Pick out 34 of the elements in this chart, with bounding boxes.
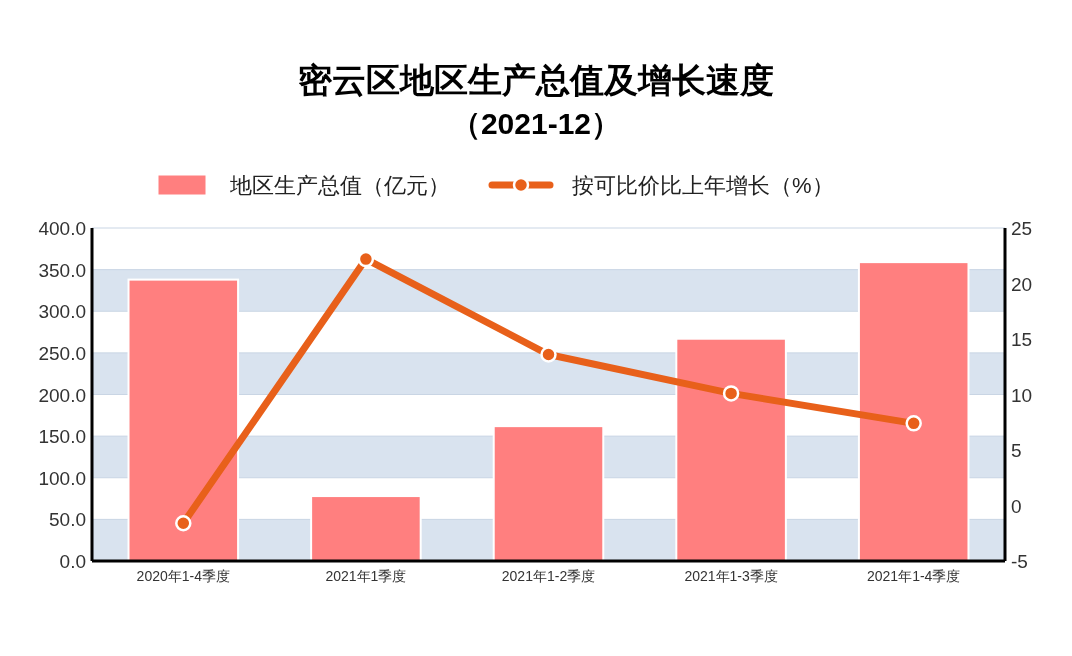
point [540,346,557,363]
bar [857,261,970,562]
x-tick-label: 2021年1-4季度 [867,568,961,584]
y2-tick-label: 0 [1011,495,1022,517]
y-tick-label: 350.0 [38,259,86,281]
y-tick-label: 300.0 [38,301,86,323]
y2-tick-label: 5 [1011,440,1022,461]
y-tick-label: 100.0 [38,467,86,489]
y2-tick-label: 25 [1011,218,1033,239]
y2-tick-label: 15 [1011,329,1033,350]
y-tick-label: 400.0 [38,218,86,239]
x-tick-label: 2021年1-3季度 [684,568,778,584]
legend-label: 按可比价比上年增长（%） [572,173,834,198]
y2-tick-label: -5 [1011,551,1028,572]
bar [675,337,787,562]
y2-tick-label: 10 [1011,384,1033,406]
point [905,415,922,432]
y-tick-label: 50.0 [49,509,86,531]
bar [310,495,422,562]
chart-subtitle: （2021-12） [450,107,622,140]
y-tick-label: 0.0 [59,551,86,572]
chart-title: 密云区地区生产总值及增长速度 [298,61,774,99]
point [722,385,740,402]
x-tick-label: 2021年1季度 [325,568,407,584]
y-tick-label: 150.0 [38,426,86,448]
bar [127,278,240,562]
x-tick-label: 2021年1-2季度 [501,568,596,584]
bar [492,425,605,562]
legend-label: 地区生产总值（亿元） [229,173,450,198]
x-tick-label: 2020年1-4季度 [136,568,230,584]
point [175,515,192,532]
y-tick-label: 250.0 [38,342,86,364]
y2-tick-label: 20 [1011,273,1033,295]
y-tick-label: 200.0 [38,384,86,406]
